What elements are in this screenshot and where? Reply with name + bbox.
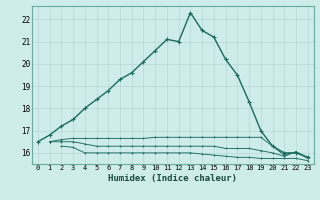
X-axis label: Humidex (Indice chaleur): Humidex (Indice chaleur) (108, 174, 237, 183)
